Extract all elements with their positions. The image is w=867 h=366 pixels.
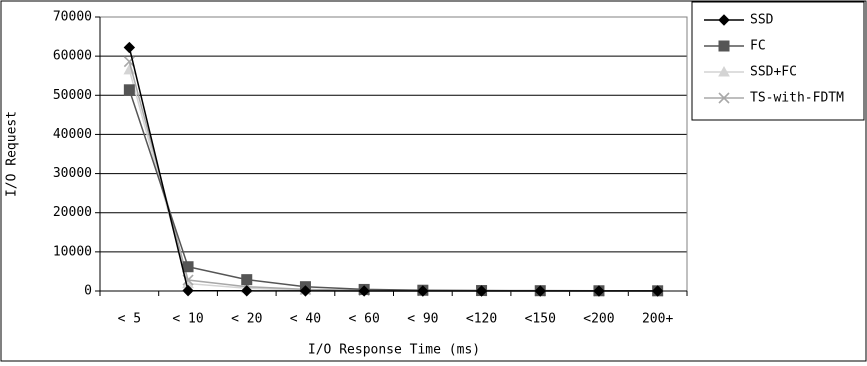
- marker-x-stroke: [182, 274, 194, 286]
- data-point-ssd: [534, 285, 546, 297]
- x-tick-label: < 5: [118, 312, 141, 327]
- data-point-ssd: [475, 285, 488, 297]
- x-tick-label: 200+: [642, 312, 673, 327]
- x-tick-label: <200: [583, 312, 614, 327]
- legend-item-ts-with-fdtm: TS-with-FDTM: [704, 91, 844, 106]
- legend-label: SSD: [750, 13, 774, 28]
- legend-label: FC: [750, 39, 766, 54]
- legend-item-ssd: SSD: [704, 13, 774, 28]
- data-point-ssd: [358, 285, 370, 297]
- x-tick-label: <150: [525, 312, 556, 327]
- x-axis-title: I/O Response Time (ms): [308, 343, 480, 358]
- x-tick-label: <120: [466, 312, 497, 327]
- y-tick-label: 20000: [53, 205, 92, 220]
- y-tick-label: 0: [84, 284, 92, 299]
- data-point-ssd: [241, 285, 253, 297]
- data-point-ssd: [417, 285, 429, 297]
- data-point-fc: [182, 261, 194, 273]
- x-tick-label: < 60: [348, 312, 379, 327]
- data-point-ssd: [182, 284, 194, 297]
- x-tick-label: < 20: [231, 312, 262, 327]
- legend-item-ssd-fc: SSD+FC: [704, 65, 797, 80]
- data-point-ssd: [651, 285, 664, 297]
- y-tick-label: 40000: [53, 127, 92, 142]
- legend-marker: [718, 65, 730, 77]
- y-tick-label: 70000: [53, 10, 92, 25]
- legend-item-fc: FC: [704, 39, 766, 54]
- marker-x-stroke: [718, 92, 730, 104]
- series-ssd: [123, 41, 664, 297]
- data-point-ssd: [123, 41, 136, 54]
- y-tick-label: 30000: [53, 166, 92, 181]
- y-tick-label: 60000: [53, 49, 92, 64]
- y-tick-label: 10000: [53, 244, 92, 259]
- y-axis-title: I/O Request: [5, 111, 20, 197]
- legend: SSD FC SSD+FC TS-with-FDTM: [691, 1, 865, 121]
- axes: 0 10000 20000 30000 40000 50000 60000 70000 < 5 <…: [53, 10, 688, 327]
- legend-label: SSD+FC: [750, 65, 797, 80]
- series: [123, 41, 664, 297]
- series-line-ssd: [128, 47, 658, 292]
- x-tick-label: < 10: [172, 312, 203, 327]
- data-point-ssd: [593, 285, 605, 297]
- x-tick-label: < 40: [290, 312, 321, 327]
- data-point-ssd: [299, 285, 312, 297]
- legend-marker: [718, 40, 730, 52]
- data-point-fc: [123, 84, 135, 96]
- legend-marker: [718, 92, 730, 104]
- x-tick-label: < 90: [407, 312, 438, 327]
- legend-label: TS-with-FDTM: [750, 91, 844, 106]
- legend-marker: [718, 14, 730, 26]
- y-tick-label: 50000: [53, 88, 92, 103]
- data-point-fc: [241, 274, 253, 286]
